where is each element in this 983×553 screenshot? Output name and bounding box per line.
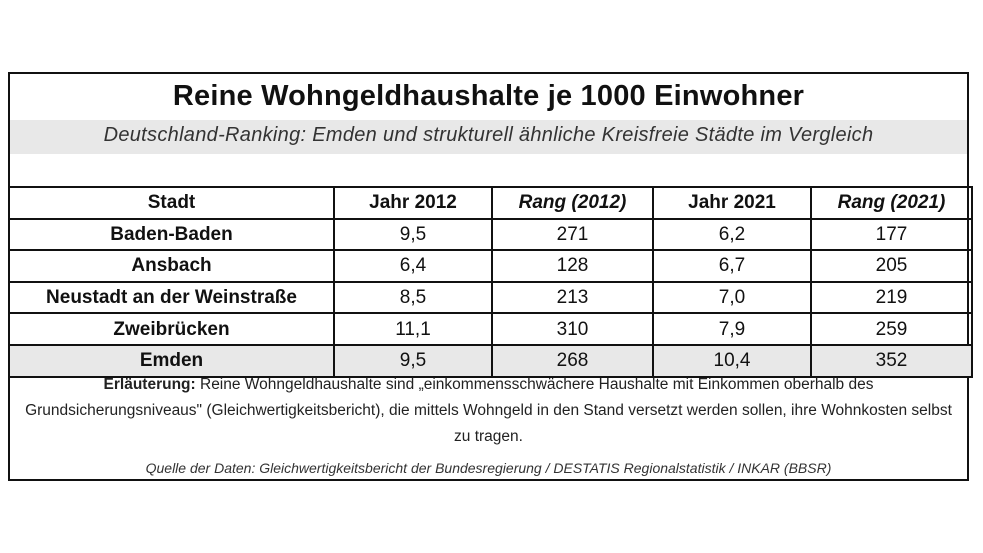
cell-value-2012: 11,1 [333,312,493,346]
table-row: Ansbach 6,4 128 6,7 205 [8,249,973,283]
cell-rank-2021: 177 [810,217,973,252]
cell-rank-2021: 352 [810,343,973,378]
cell-city: Baden-Baden [8,217,335,252]
cell-rank-2021: 219 [810,280,973,315]
cell-value-2012: 9,5 [333,343,493,378]
ranking-table: Stadt Jahr 2012 Rang (2012) Jahr 2021 Ra… [8,186,973,378]
cell-value-2021: 7,9 [652,312,812,346]
explanation-text: Reine Wohngeldhaushalte sind „einkommens… [25,376,952,445]
cell-rank-2012: 268 [491,343,654,378]
cell-city: Emden [8,343,335,378]
cell-value-2021: 7,0 [652,280,812,315]
header-rank-2012: Rang (2012) [491,186,654,220]
cell-rank-2012: 310 [491,312,654,346]
table-row: Baden-Baden 9,5 271 6,2 177 [8,217,973,252]
table-row: Neustadt an der Weinstraße 8,5 213 7,0 2… [8,280,973,315]
header-year-2021: Jahr 2021 [652,186,812,220]
table-row: Zweibrücken 11,1 310 7,9 259 [8,312,973,346]
header-rank-2021: Rang (2021) [810,186,973,220]
subtitle-band [10,120,967,154]
cell-city: Neustadt an der Weinstraße [8,280,335,315]
page-title: Reine Wohngeldhaushalte je 1000 Einwohne… [172,80,805,112]
infographic-frame: Reine Wohngeldhaushalte je 1000 Einwohne… [8,72,973,481]
cell-rank-2021: 259 [810,312,973,346]
explanation-label: Erläuterung: [103,376,196,393]
header-city: Stadt [8,186,335,220]
cell-rank-2012: 128 [491,249,654,283]
cell-value-2021: 6,7 [652,249,812,283]
cell-value-2012: 9,5 [333,217,493,252]
header-year-2012: Jahr 2012 [333,186,493,220]
cell-city: Ansbach [8,249,335,283]
data-source: Quelle der Daten: Gleichwertigkeitsberic… [145,460,832,476]
cell-rank-2012: 213 [491,280,654,315]
page-subtitle: Deutschland-Ranking: Emden und strukture… [103,124,874,146]
table-row-highlighted: Emden 9,5 268 10,4 352 [8,343,973,378]
cell-value-2012: 6,4 [333,249,493,283]
explanation-note: Erläuterung: Reine Wohngeldhaushalte sin… [20,372,957,450]
cell-city: Zweibrücken [8,312,335,346]
cell-value-2021: 10,4 [652,343,812,378]
cell-value-2012: 8,5 [333,280,493,315]
cell-rank-2012: 271 [491,217,654,252]
table-header-row: Stadt Jahr 2012 Rang (2012) Jahr 2021 Ra… [8,186,973,220]
cell-value-2021: 6,2 [652,217,812,252]
cell-rank-2021: 205 [810,249,973,283]
